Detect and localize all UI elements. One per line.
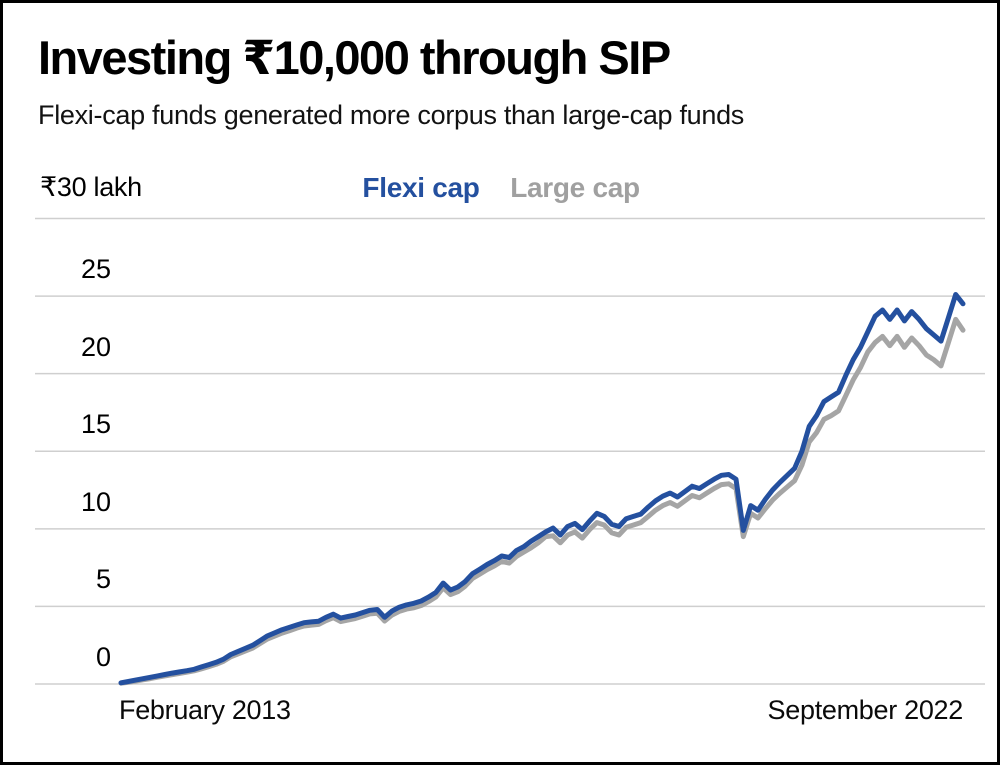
- flexi-cap-line: [118, 292, 966, 686]
- y-tick-label-5: 5: [95, 564, 111, 595]
- y-tick-label-0: 0: [95, 642, 111, 672]
- y-tick-label-10: 10: [80, 486, 111, 517]
- x-axis-start-label: February 2013: [119, 695, 291, 725]
- y-axis-max-label: ₹30 lakh: [40, 172, 142, 202]
- y-tick-label-25: 25: [80, 254, 111, 285]
- chart-legend: Flexi cap Large cap: [0, 172, 1000, 204]
- y-tick-label-15: 15: [80, 409, 111, 440]
- legend-item-flexi-cap: Flexi cap: [362, 172, 480, 203]
- y-tick-label-20: 20: [80, 331, 111, 362]
- chart-subtitle: Flexi-cap funds generated more corpus th…: [38, 100, 745, 130]
- legend-item-large-cap: Large cap: [510, 172, 640, 203]
- chart-title: Investing ₹10,000 through SIP: [38, 31, 671, 84]
- x-axis-end-label: September 2022: [767, 695, 964, 725]
